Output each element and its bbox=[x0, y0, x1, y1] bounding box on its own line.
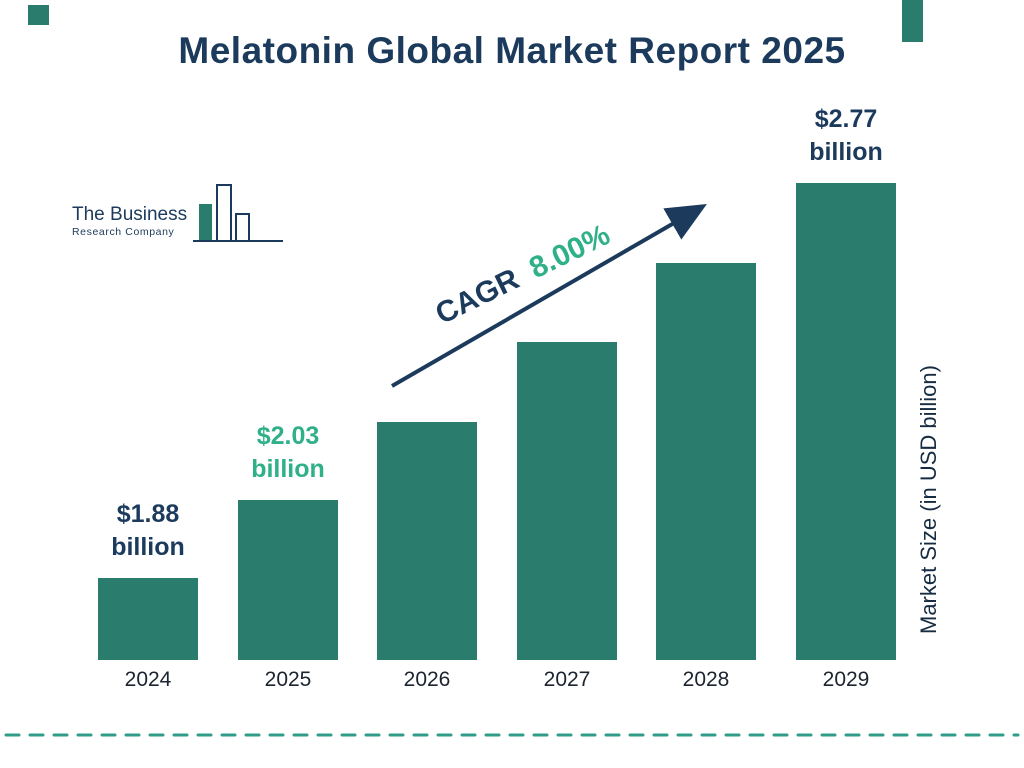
x-tick-2025: 2025 bbox=[264, 668, 312, 691]
corner-accent-left bbox=[28, 5, 49, 25]
cagr-trend-arrow bbox=[390, 203, 707, 388]
bar-2028 bbox=[656, 263, 756, 660]
value-label-2025: $2.03 billion bbox=[251, 422, 325, 483]
x-tick-2027: 2027 bbox=[543, 668, 591, 691]
bar-2026 bbox=[377, 422, 477, 660]
bottom-dashed-divider bbox=[4, 733, 1020, 737]
x-tick-2026: 2026 bbox=[403, 668, 451, 691]
page-title: Melatonin Global Market Report 2025 bbox=[178, 30, 846, 71]
bar-2029 bbox=[796, 183, 896, 660]
logo-name: The Business bbox=[72, 204, 188, 225]
bar-2027 bbox=[517, 342, 617, 660]
value-label-2029: $2.77 billion bbox=[809, 105, 883, 166]
x-tick-2028: 2028 bbox=[682, 668, 730, 691]
x-tick-2024: 2024 bbox=[124, 668, 172, 691]
company-logo: The Business Research Company bbox=[72, 182, 285, 246]
corner-accent-right bbox=[902, 0, 923, 42]
bar-2025 bbox=[238, 500, 338, 660]
value-label-2024: $1.88 billion bbox=[111, 500, 185, 561]
logo-text: The Business Research Company bbox=[72, 204, 187, 246]
y-axis-label: Market Size (in USD billion) bbox=[916, 365, 941, 635]
logo-subname: Research Company bbox=[72, 226, 175, 238]
x-tick-2029: 2029 bbox=[822, 668, 870, 691]
bar-2024 bbox=[98, 578, 198, 660]
logo-bars-icon bbox=[193, 184, 284, 242]
